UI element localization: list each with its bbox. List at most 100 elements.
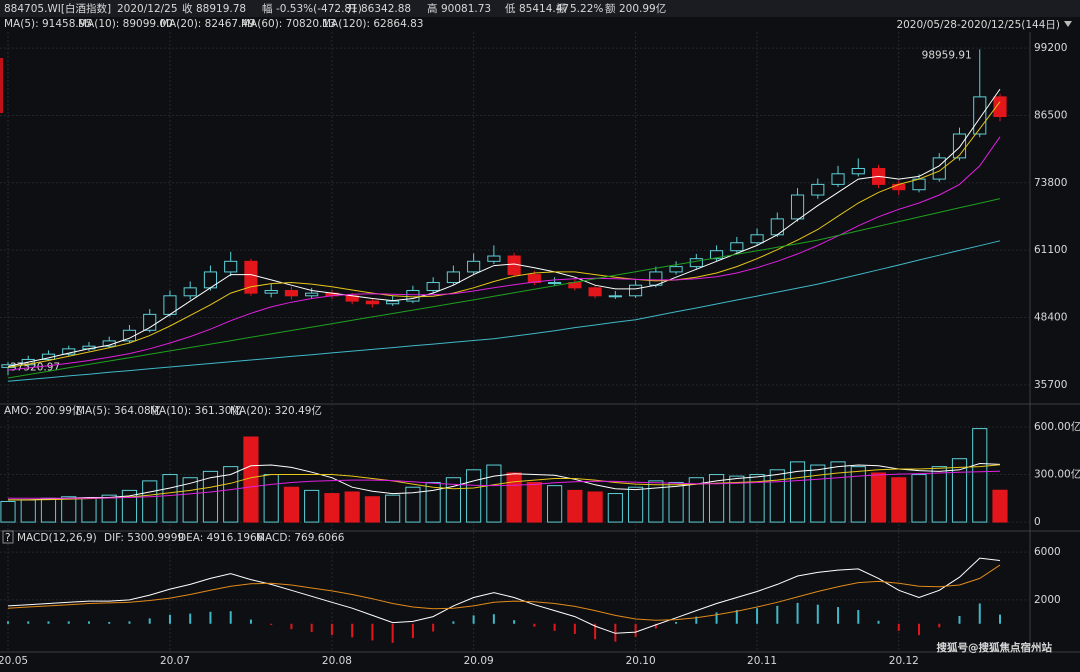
candle-body	[446, 271, 460, 284]
candle-body	[730, 242, 744, 252]
volume-bar	[304, 489, 320, 523]
quote-value: 200.99亿	[619, 2, 666, 15]
quote-value: 85414.47	[519, 3, 569, 15]
candle-body	[993, 96, 1007, 118]
date: 2020/12/25	[117, 3, 178, 15]
y-tick-label: 86500	[1034, 109, 1067, 121]
volume-bar	[830, 461, 846, 523]
volume-bar	[931, 466, 947, 523]
volume-bar	[61, 496, 77, 523]
candle-body	[811, 183, 825, 196]
y-tick-label: 35700	[1034, 379, 1067, 391]
y-tick-label: 600.00亿	[1034, 420, 1080, 433]
candle-body	[143, 313, 157, 331]
quote-value: 88919.78	[196, 3, 246, 15]
volume-bar	[506, 472, 522, 523]
volume-bar	[688, 477, 704, 523]
candle-body	[426, 282, 440, 291]
candle-body	[669, 266, 683, 273]
volume-bar	[486, 464, 502, 523]
candle-body	[689, 258, 703, 268]
candle-body	[527, 274, 541, 284]
volume-bar	[972, 428, 988, 523]
ma-line	[7, 557, 1001, 634]
legend-entry: DEA: 4916.1966	[178, 532, 264, 544]
volume-bar	[20, 499, 36, 523]
volume-bar	[749, 474, 765, 523]
volume-bar	[202, 470, 219, 523]
volume-bar	[628, 486, 644, 523]
volume-bar	[263, 474, 279, 523]
code: 884705.WI[白酒指数]	[4, 2, 111, 15]
quote-value: -0.53%(-472.81)	[276, 3, 362, 15]
legend-entry: MA(20): 82467.49	[160, 18, 255, 30]
volume-bar	[708, 474, 725, 523]
volume-bar	[81, 497, 97, 523]
legend-entry: DIF: 5300.9999	[104, 532, 184, 544]
candle-body	[851, 167, 865, 175]
volume-bar	[951, 458, 968, 523]
x-tick-label: 20.11	[747, 655, 777, 667]
legend-entry: MA(5): 364.08亿	[76, 404, 161, 417]
ma-line	[7, 240, 1001, 382]
volume-bar	[405, 486, 421, 523]
dropdown[interactable]	[1064, 21, 1072, 27]
candle-body	[892, 183, 906, 191]
volume-bar	[810, 464, 826, 523]
legend-entry: MA(60): 70820.13	[241, 18, 336, 30]
candle-body	[588, 287, 602, 297]
y-tick-label: 2000	[1034, 594, 1061, 606]
panel-label: AMO: 200.99亿	[4, 404, 82, 417]
panel-label: MACD(12,26,9)	[17, 532, 97, 544]
candle-body	[224, 260, 238, 273]
candle-body	[770, 218, 784, 236]
legend-entry: MACD: 769.6066	[256, 532, 345, 544]
quote-key: 振	[556, 2, 567, 15]
ma-line	[8, 470, 1001, 499]
quote-value: 5.22%	[570, 3, 603, 15]
side-marker	[0, 58, 3, 113]
ma-line	[8, 464, 1001, 501]
volume-bar	[911, 474, 927, 523]
volume-bar	[891, 477, 907, 523]
y-tick-label: 0	[1034, 516, 1041, 528]
quote-key: 高	[427, 2, 438, 15]
quote-key: 低	[505, 2, 516, 15]
x-tick-label: 20.08	[322, 655, 352, 667]
candle-body	[365, 300, 379, 305]
volume-bar	[547, 485, 563, 523]
ma-line	[7, 564, 1001, 621]
volume-bar	[324, 493, 340, 523]
legend-entry: MA(10): 361.30亿	[150, 404, 242, 417]
candle-body	[548, 282, 562, 285]
ma-line	[7, 136, 1001, 371]
range[interactable]: 2020/05/28-2020/12/25(144日)	[896, 19, 1060, 31]
volume-bar	[182, 477, 198, 523]
volume-bar	[40, 497, 57, 523]
y-tick-label: 61100	[1034, 244, 1067, 256]
volume-bar	[992, 489, 1008, 523]
volume-bar	[466, 469, 482, 523]
y-tick-label: 6000	[1034, 546, 1061, 558]
candle-body	[264, 289, 278, 294]
volume-bar	[850, 466, 866, 523]
volume-bar	[607, 493, 623, 523]
volume-bar	[587, 491, 603, 523]
ma-line	[7, 198, 1001, 379]
volume-bar	[223, 466, 239, 523]
volume-bar	[344, 491, 360, 523]
quote-key: 额	[605, 2, 616, 15]
volume-bar	[121, 489, 138, 523]
volume-bar	[142, 480, 158, 523]
candle-body	[629, 284, 643, 297]
candle-body	[467, 260, 481, 273]
candle-body	[386, 300, 400, 305]
header-bar	[0, 0, 1080, 17]
quote-value: 86342.88	[361, 3, 411, 15]
ma-line	[8, 462, 1001, 501]
help-box	[2, 530, 14, 544]
legend-entry: MA(120): 62864.83	[322, 18, 423, 30]
volume-bar	[425, 481, 441, 523]
